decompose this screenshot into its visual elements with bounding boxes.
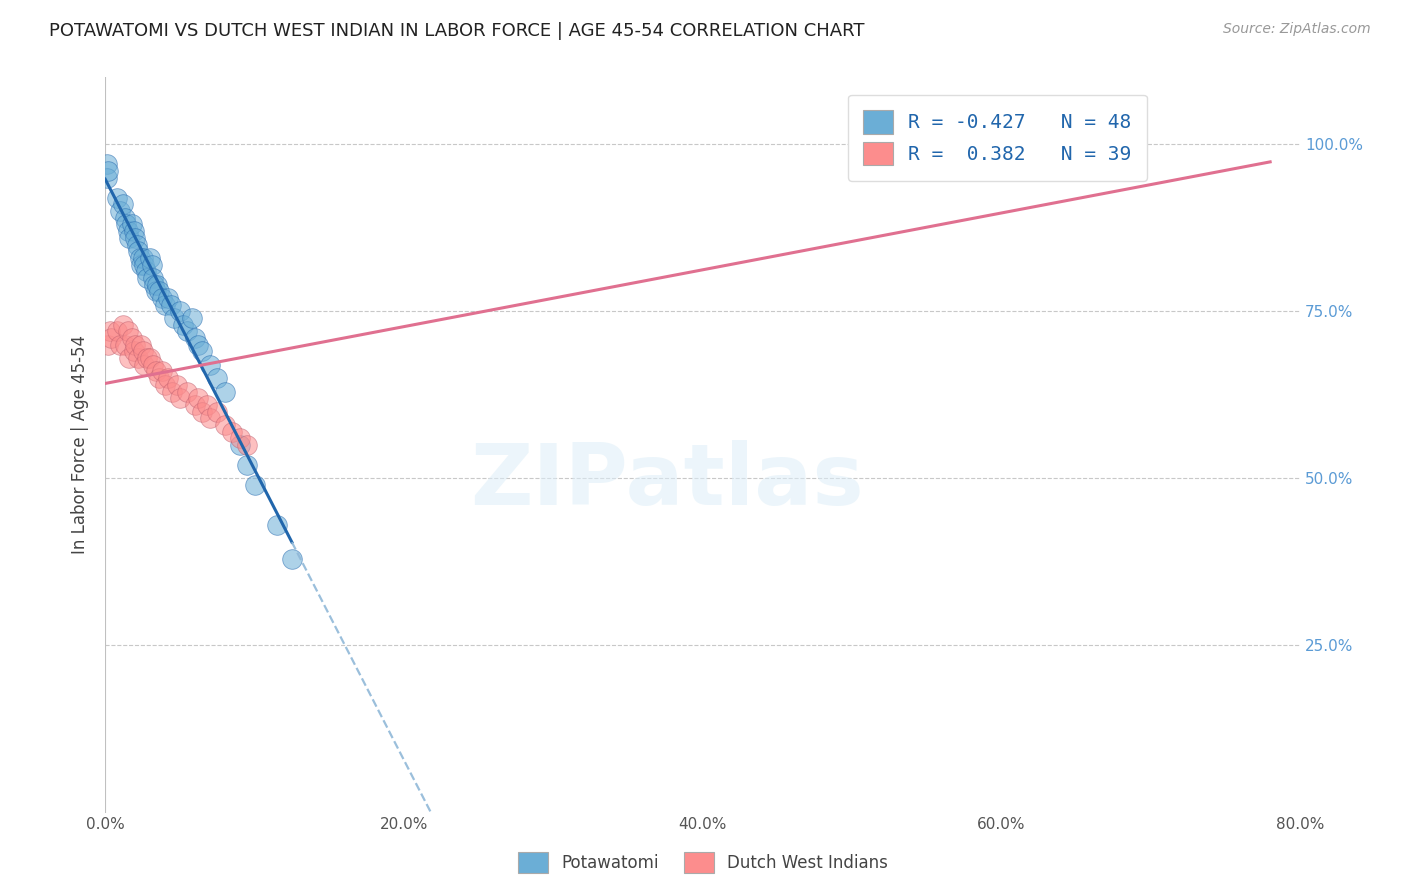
Point [132,358,155,372]
Point [221,425,243,439]
Point [214,417,236,432]
Point [166,377,188,392]
Point [146,277,169,292]
Point [198,358,221,372]
Point [117,325,139,339]
Legend: Potawatomi, Dutch West Indians: Potawatomi, Dutch West Indians [512,846,894,880]
Point [145,364,167,378]
Point [97,164,120,178]
Point [243,478,266,492]
Point [131,344,153,359]
Point [145,285,167,299]
Point [124,337,146,351]
Text: Source: ZipAtlas.com: Source: ZipAtlas.com [1223,22,1371,37]
Point [205,371,228,385]
Point [214,384,236,399]
Point [153,298,176,312]
Point [205,404,228,418]
Point [180,311,202,326]
Point [236,438,259,452]
Point [153,377,176,392]
Point [150,291,173,305]
Point [184,331,207,345]
Point [228,438,250,452]
Point [100,331,122,345]
Point [121,218,143,232]
Point [139,351,162,365]
Point [129,337,152,351]
Legend: R = -0.427   N = 48, R =  0.382   N = 39: R = -0.427 N = 48, R = 0.382 N = 39 [848,95,1147,181]
Point [131,251,153,265]
Point [163,311,186,326]
Point [112,318,135,332]
Point [148,285,170,299]
Point [169,391,191,405]
Point [176,384,198,399]
Point [135,264,157,278]
Point [142,358,165,372]
Point [108,337,131,351]
Point [122,224,145,238]
Point [118,351,141,365]
Point [162,384,184,399]
Text: ZIPatlas: ZIPatlas [470,441,863,524]
Point [156,371,179,385]
Point [127,244,149,259]
Point [115,218,138,232]
Point [198,411,221,425]
Point [96,157,118,171]
Point [191,344,214,359]
Point [98,325,121,339]
Point [114,337,136,351]
Point [156,291,179,305]
Point [105,191,128,205]
Point [187,391,209,405]
Point [122,344,145,359]
Point [108,204,131,219]
Point [176,325,198,339]
Point [281,551,304,566]
Point [121,331,143,345]
Point [136,351,159,365]
Point [228,431,250,445]
Point [191,404,214,418]
Y-axis label: In Labor Force | Age 45-54: In Labor Force | Age 45-54 [72,335,89,555]
Point [139,251,162,265]
Point [128,251,150,265]
Point [142,271,165,285]
Point [125,237,148,252]
Point [143,277,166,292]
Point [97,337,120,351]
Point [172,318,194,332]
Point [124,231,146,245]
Point [990,137,1012,152]
Point [129,258,152,272]
Point [105,325,128,339]
Point [187,337,209,351]
Point [148,371,170,385]
Point [150,364,173,378]
Point [160,298,183,312]
Point [236,458,259,472]
Point [136,271,159,285]
Point [184,398,207,412]
Point [114,211,136,225]
Point [112,197,135,211]
Text: POTAWATOMI VS DUTCH WEST INDIAN IN LABOR FORCE | AGE 45-54 CORRELATION CHART: POTAWATOMI VS DUTCH WEST INDIAN IN LABOR… [49,22,865,40]
Point [195,398,218,412]
Point [132,258,155,272]
Point [118,231,141,245]
Point [127,351,149,365]
Point [117,224,139,238]
Point [96,170,118,185]
Point [266,518,288,533]
Point [141,258,163,272]
Point [169,304,191,318]
